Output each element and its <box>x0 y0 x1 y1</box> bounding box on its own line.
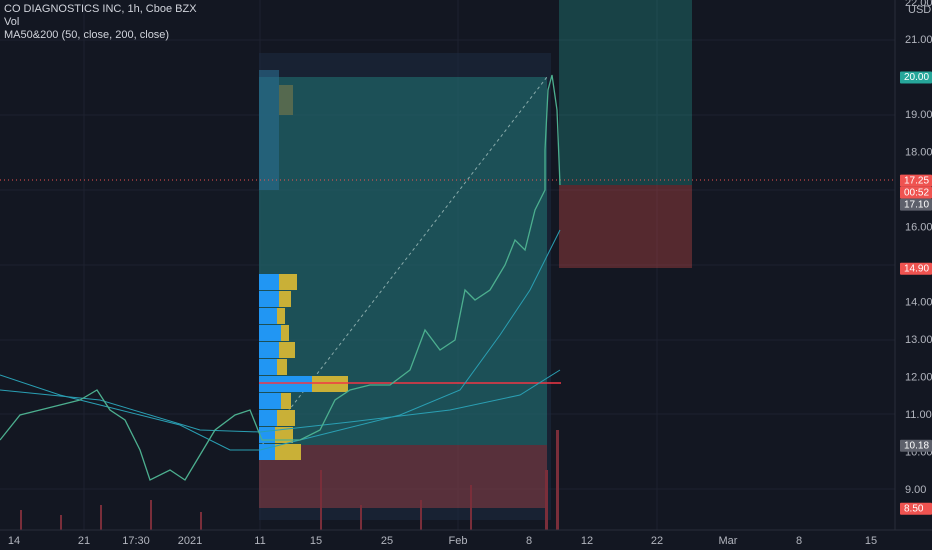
price-label: 19.00 <box>905 109 932 121</box>
time-label: 17:30 <box>122 535 150 547</box>
ma50 <box>0 229 561 451</box>
indicator-label: MA50&200 (50, close, 200, close) <box>4 29 169 41</box>
time-label: 21 <box>78 535 90 547</box>
symbol-title: CO DIAGNOSTICS INC, 1h, Cboe BZX <box>4 3 197 15</box>
price-label: 12.00 <box>905 371 932 383</box>
price-label: 21.00 <box>905 34 932 46</box>
time-label: 8 <box>526 535 532 547</box>
price-tag <box>900 71 932 84</box>
price-tag-label: 8.50 <box>904 503 924 514</box>
time-label: 11 <box>254 535 265 547</box>
price-line <box>0 74 561 481</box>
price-label: 14.00 <box>905 296 932 308</box>
price-tag <box>900 186 932 199</box>
time-label: 2021 <box>178 535 202 547</box>
stop-zone <box>559 185 692 268</box>
currency: USD <box>908 4 931 16</box>
price-tag-label: 17.10 <box>904 199 929 210</box>
price-tag <box>900 262 932 275</box>
volume-label: Vol <box>4 16 19 28</box>
price-label: 22.00 <box>905 0 932 9</box>
price-tag-label: 00:52 <box>904 187 929 198</box>
time-label: 22 <box>651 535 663 547</box>
price-label: 13.00 <box>905 334 932 346</box>
time-label: 14 <box>8 535 20 547</box>
volume-bars <box>20 430 559 530</box>
price-label: 11.00 <box>905 409 932 421</box>
time-label: 15 <box>310 535 322 547</box>
profile-region <box>259 53 551 520</box>
target-zone <box>559 0 692 185</box>
time-label: Mar <box>719 535 738 547</box>
stop-zone <box>259 445 547 508</box>
time-label: 8 <box>796 535 802 547</box>
time-label: 15 <box>865 535 877 547</box>
time-label: Feb <box>449 535 468 547</box>
price-tag <box>900 198 932 211</box>
price-tag-label: 10.18 <box>904 440 929 451</box>
price-tag <box>900 174 932 187</box>
price-tag <box>900 439 932 452</box>
price-tag-label: 17.25 <box>904 175 929 186</box>
ma200 <box>0 369 561 433</box>
price-tag <box>900 502 932 515</box>
volume-profile <box>259 70 348 460</box>
price-tag-label: 20.00 <box>904 72 929 83</box>
price-label: 16.00 <box>905 221 932 233</box>
price-label: 18.00 <box>905 146 932 158</box>
time-label: 12 <box>581 535 593 547</box>
price-tag-label: 14.90 <box>904 263 929 274</box>
time-label: 25 <box>381 535 393 547</box>
price-label: 9.00 <box>905 484 926 496</box>
